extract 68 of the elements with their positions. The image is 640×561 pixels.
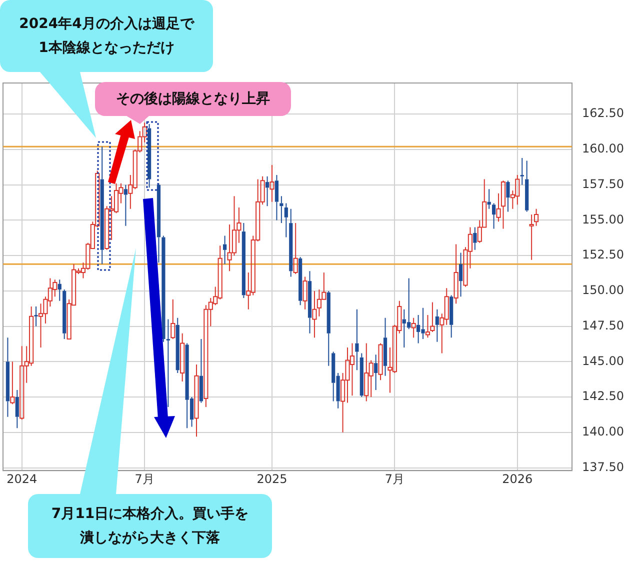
candlestick <box>6 337 10 418</box>
candlestick <box>435 308 439 342</box>
candlestick <box>473 226 477 250</box>
candlestick <box>274 174 279 221</box>
candlestick <box>289 208 293 278</box>
candlestick <box>302 276 308 310</box>
candlestick <box>199 338 204 404</box>
candlestick <box>176 317 180 374</box>
candlestick <box>374 354 378 390</box>
candlestick <box>162 235 166 342</box>
candlestick <box>242 222 246 299</box>
candlestick <box>194 364 199 438</box>
y-tick-label: 157.50 <box>582 176 624 191</box>
candlestick <box>492 202 496 230</box>
candlestick <box>506 180 510 212</box>
y-tick-label: 155.00 <box>582 212 624 226</box>
candlestick <box>265 176 270 207</box>
x-tick-label: 7月 <box>134 472 154 486</box>
x-tick-label: 2024 <box>6 472 38 486</box>
candlestick <box>223 235 227 265</box>
candlestick <box>326 290 330 366</box>
candlestick <box>425 314 430 338</box>
candlestick <box>180 332 185 382</box>
candlestick <box>284 202 288 238</box>
candlestick <box>124 184 128 226</box>
candlestick <box>411 317 416 338</box>
y-tick-label: 162.50 <box>582 106 624 120</box>
candlestick <box>529 214 534 260</box>
candlestick <box>520 157 524 186</box>
candlestick <box>280 196 284 224</box>
candlestick <box>308 270 312 334</box>
y-tick-label: 150.00 <box>582 283 624 298</box>
candlestick <box>525 160 529 212</box>
candlestick <box>148 124 152 188</box>
candlestick <box>170 298 176 340</box>
candlestick <box>312 290 317 338</box>
candlestick <box>450 294 454 338</box>
y-tick-label: 147.50 <box>582 318 624 332</box>
candlestick <box>534 208 539 226</box>
candlestick <box>34 306 38 327</box>
candlestick <box>298 256 302 306</box>
y-tick-label: 152.50 <box>582 248 624 262</box>
y-tick-label: 137.50 <box>582 460 624 474</box>
candlestick <box>270 164 274 202</box>
candlestick <box>156 182 161 264</box>
x-tick-label: 2025 <box>256 472 288 486</box>
candlestick <box>10 361 15 405</box>
candlestick <box>454 244 458 304</box>
y-tick-label: 145.00 <box>582 354 624 368</box>
y-tick-label: 140.00 <box>582 424 624 439</box>
candlestick <box>15 389 19 429</box>
text: 2024年4月の介入は週足で1本陰線となっただけ <box>18 15 196 58</box>
x-tick-label: 2026 <box>502 472 533 486</box>
candlestick <box>166 318 170 408</box>
x-tick-label: 7月 <box>384 472 405 486</box>
y-tick-label: 160.00 <box>582 142 624 156</box>
candlestick <box>458 252 463 298</box>
candlestick <box>383 317 388 376</box>
candlestick <box>58 279 62 302</box>
candlestick <box>62 289 66 340</box>
text: 7月11日に本格介入。買い手を潰しながら大きく下落 <box>50 505 250 548</box>
candlestick <box>100 146 104 265</box>
annotation: その後は陽線となり上昇 <box>116 90 270 109</box>
candlestick <box>355 308 359 371</box>
y-tick-label: 142.50 <box>582 389 624 404</box>
candlestick <box>293 222 298 274</box>
candlestick <box>430 302 435 332</box>
candlestick <box>360 352 364 398</box>
